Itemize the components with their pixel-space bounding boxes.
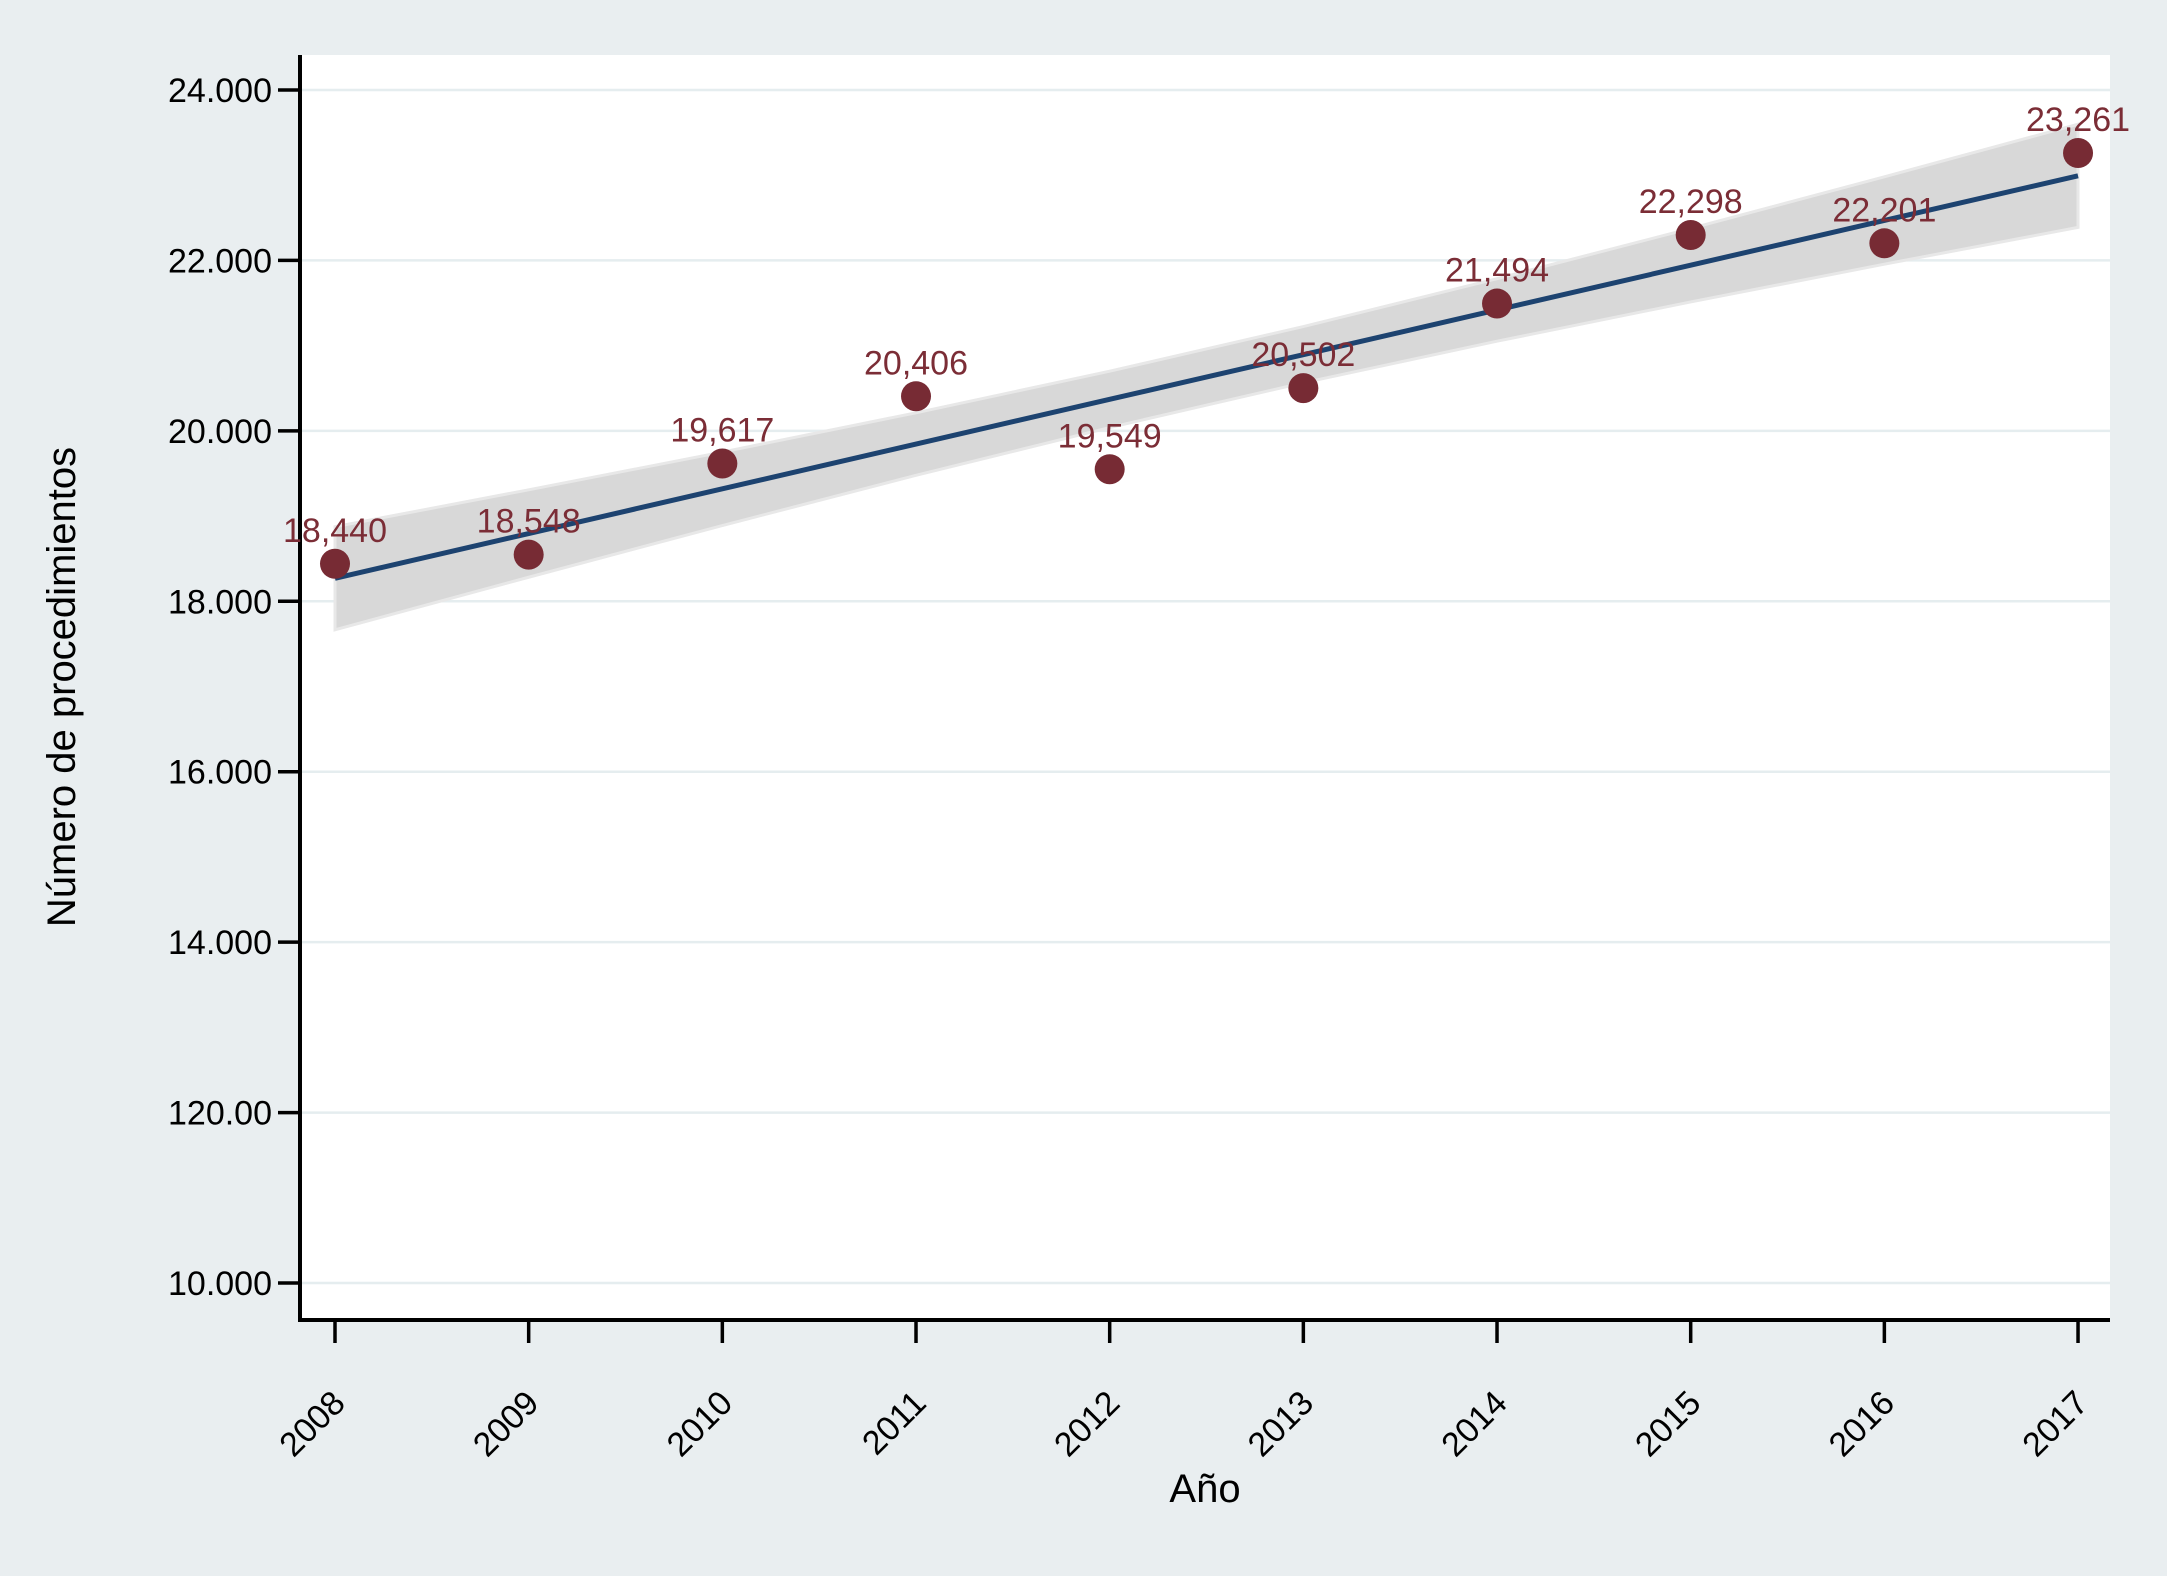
- x-axis-title: Año: [1169, 1467, 1240, 1511]
- x-tick-label-2011: 2011: [855, 1384, 934, 1463]
- y-tick-label-14000: 14.000: [168, 924, 272, 962]
- data-point-label-2008: 18,440: [283, 512, 387, 550]
- data-point-label-2014: 21,494: [1445, 252, 1549, 290]
- y-tick-label-18000: 18.000: [168, 583, 272, 621]
- y-tick-label-20000: 20.000: [168, 413, 272, 451]
- data-point-2012: [1094, 454, 1125, 485]
- y-tick-label-24000: 24.000: [168, 72, 272, 110]
- data-point-label-2011: 20,406: [864, 344, 968, 382]
- data-point-label-2010: 19,617: [670, 411, 774, 449]
- data-point-2015: [1675, 220, 1706, 251]
- data-point-2016: [1869, 228, 1900, 259]
- y-tick-label-16000: 16.000: [168, 754, 272, 792]
- data-point-label-2015: 22,298: [1639, 183, 1743, 221]
- fit-line: [334, 173, 2079, 581]
- data-point-label-2016: 22,201: [1832, 191, 1936, 229]
- x-tick-label-2016: 2016: [1822, 1384, 1902, 1464]
- data-point-2011: [901, 381, 932, 412]
- data-point-label-2013: 20,502: [1251, 336, 1355, 374]
- data-point-2017: [2063, 137, 2094, 168]
- x-tick-label-2009: 2009: [466, 1384, 546, 1464]
- y-tick-label-10000: 10.000: [168, 1265, 272, 1303]
- data-point-2009: [513, 539, 544, 570]
- data-point-label-2017: 23,261: [2026, 101, 2130, 139]
- x-tick-label-2008: 2008: [272, 1384, 352, 1464]
- x-tick-label-2014: 2014: [1434, 1384, 1514, 1464]
- x-tick-label-2010: 2010: [660, 1384, 740, 1464]
- data-point-label-2012: 19,549: [1058, 417, 1162, 455]
- data-point-2008: [320, 548, 350, 579]
- y-tick-label-22000: 22.000: [168, 242, 272, 280]
- data-point-2010: [707, 448, 738, 479]
- y-tick-label-12000: 120.00: [168, 1095, 272, 1133]
- data-point-2014: [1482, 288, 1513, 319]
- x-tick-label-2015: 2015: [1628, 1384, 1708, 1464]
- x-tick-label-2013: 2013: [1241, 1384, 1321, 1464]
- data-point-2013: [1288, 373, 1319, 404]
- data-point-label-2009: 18,548: [477, 503, 581, 541]
- x-tick-label-2017: 2017: [2015, 1384, 2095, 1464]
- x-tick-label-2012: 2012: [1047, 1384, 1127, 1464]
- y-axis-title: Número de procedimientos: [40, 447, 84, 927]
